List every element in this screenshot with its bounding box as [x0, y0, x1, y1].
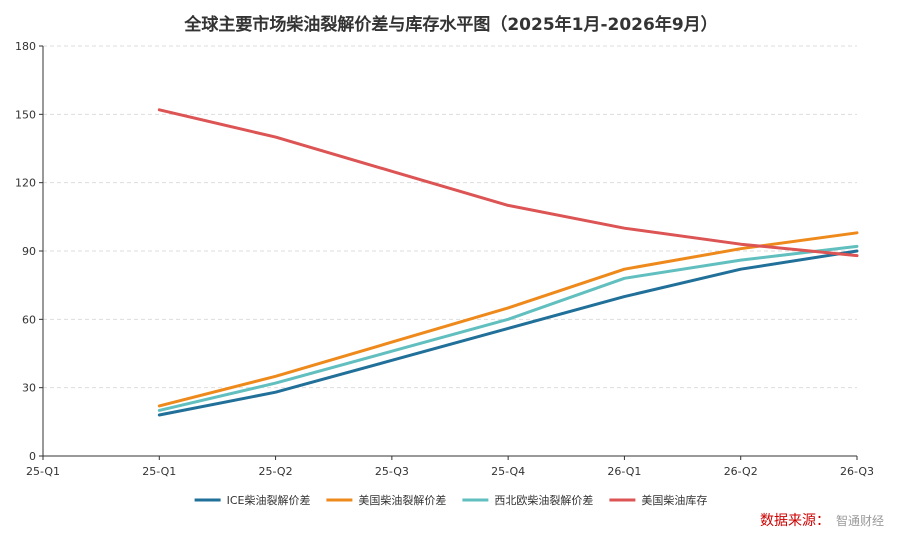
source-note: 数据来源： 智通财经: [760, 513, 884, 529]
series-line-2: [157, 244, 859, 412]
legend-item-1[interactable]: 美国柴油裂解价差: [326, 493, 446, 507]
legend-label: ICE柴油裂解价差: [227, 493, 311, 507]
x-tick-label: 26-Q2: [724, 465, 758, 478]
x-tick-label: 25-Q1: [142, 465, 176, 478]
series-lines: [157, 108, 859, 417]
y-tick-label: 0: [29, 450, 36, 463]
series-line-3: [157, 108, 859, 258]
x-tick-label: 25-Q4: [491, 465, 525, 478]
y-tick-label: 60: [22, 313, 36, 326]
legend-item-0[interactable]: ICE柴油裂解价差: [194, 493, 311, 507]
x-tick-label: 25-Q3: [375, 465, 409, 478]
x-tick-label: 26-Q1: [607, 465, 641, 478]
y-ticks: 0 30 60 90 120 150 180: [15, 40, 43, 463]
legend-label: 美国柴油库存: [641, 493, 707, 507]
source-logo: 智通财经: [836, 513, 884, 528]
y-tick-label: 30: [22, 382, 36, 395]
series-line-1: [157, 231, 859, 408]
x-ticks: 25-Q1 25-Q1 25-Q2 25-Q3 25-Q4 26-Q1 26-Q2 26-Q3: [26, 456, 874, 478]
y-tick-label: 150: [15, 108, 36, 121]
x-tick-label: 25-Q1: [26, 465, 60, 478]
chart-title: 全球主要市场柴油裂解价差与库存水平图（2025年1月-2026年9月）: [183, 14, 717, 35]
y-tick-label: 90: [22, 245, 36, 258]
series-line-0: [157, 249, 859, 417]
source-label: 数据来源：: [760, 513, 830, 529]
y-tick-label: 120: [15, 177, 36, 190]
y-tick-label: 180: [15, 40, 36, 53]
x-tick-label: 25-Q2: [259, 465, 293, 478]
legend-label: 美国柴油裂解价差: [358, 493, 446, 507]
legend-item-3[interactable]: 美国柴油库存: [609, 493, 707, 507]
legend-label: 西北欧柴油裂解价差: [494, 493, 593, 507]
grid: [43, 45, 857, 389]
legend-item-2[interactable]: 西北欧柴油裂解价差: [462, 493, 593, 507]
x-tick-label: 26-Q3: [840, 465, 874, 478]
legend: ICE柴油裂解价差 美国柴油裂解价差 西北欧柴油裂解价差 美国柴油库存: [194, 493, 707, 507]
